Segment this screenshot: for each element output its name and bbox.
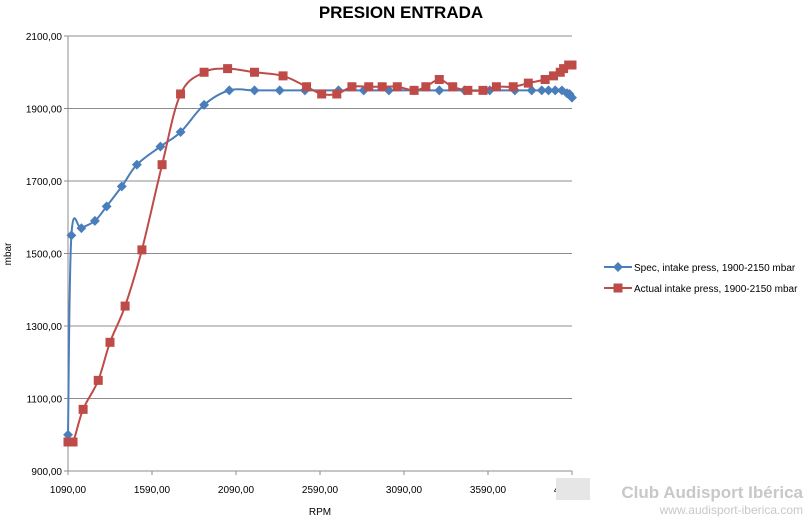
data-point xyxy=(63,429,73,440)
data-point xyxy=(68,437,78,447)
data-point xyxy=(137,245,147,255)
data-point xyxy=(549,71,559,81)
data-point xyxy=(491,82,501,92)
data-point xyxy=(463,85,473,95)
watermark-url: www.audisport-iberica.com xyxy=(659,503,803,517)
data-point xyxy=(540,75,550,84)
data-point xyxy=(63,437,73,447)
legend-entry-spec: Spec, intake press, 1900-2150 mbar xyxy=(604,262,796,274)
gridlines xyxy=(68,35,572,399)
data-point xyxy=(421,82,431,92)
legend-label-spec: Spec, intake press, 1900-2150 mbar xyxy=(634,263,796,274)
data-point xyxy=(116,181,127,192)
data-point xyxy=(199,99,210,110)
y-tick-label: 1300,00 xyxy=(26,322,63,333)
legend: Spec, intake press, 1900-2150 mbar Actua… xyxy=(604,262,798,295)
legend-label-actual: Actual intake press, 1900-2150 mbar xyxy=(634,284,798,295)
series-spec xyxy=(63,85,577,440)
x-axis-label: RPM xyxy=(309,507,331,518)
x-tick-label: 1090,00 xyxy=(50,485,87,496)
x-tick-label: 2090,00 xyxy=(218,485,255,496)
data-point xyxy=(332,89,342,99)
data-point xyxy=(434,85,445,96)
data-point xyxy=(377,82,387,92)
data-point xyxy=(89,215,100,226)
data-point xyxy=(176,89,186,99)
data-point xyxy=(249,67,259,77)
data-point xyxy=(175,127,186,137)
y-tick-label: 1100,00 xyxy=(27,395,63,406)
data-point xyxy=(278,71,288,81)
data-point xyxy=(567,60,577,70)
watermark-brand: Club Audisport Ibérica xyxy=(621,483,803,502)
data-point xyxy=(155,141,166,152)
data-point xyxy=(223,64,233,74)
data-point xyxy=(66,230,77,241)
data-point xyxy=(409,85,419,95)
y-tick-label: 900,00 xyxy=(31,467,62,478)
data-point xyxy=(78,404,88,414)
watermark: Club Audisport Ibérica www.audisport-ibe… xyxy=(556,478,804,517)
legend-marker-spec xyxy=(613,262,623,272)
y-axis-label: mbar xyxy=(3,242,14,265)
x-tick-label: 1590,00 xyxy=(134,485,171,496)
watermark-logo xyxy=(556,478,590,500)
data-point xyxy=(392,82,402,92)
data-point xyxy=(364,82,374,92)
y-tick-label: 1500,00 xyxy=(26,250,63,261)
x-tick-label: 3090,00 xyxy=(386,485,423,496)
series-actual xyxy=(63,60,577,447)
y-tick-label: 2100,00 xyxy=(26,32,63,43)
chart-title: PRESION ENTRADA xyxy=(319,3,483,22)
series-line xyxy=(67,88,573,435)
data-point xyxy=(448,82,458,92)
y-tick-labels: 900,00 1100,00 1300,00 1500,00 1700,00 1900,0… xyxy=(26,32,63,478)
x-tick-label: 2590,00 xyxy=(302,485,339,496)
data-point xyxy=(559,64,569,74)
data-point xyxy=(478,85,488,95)
data-point xyxy=(508,82,518,92)
data-point xyxy=(302,82,312,92)
data-point xyxy=(105,337,115,347)
series-line xyxy=(67,63,573,446)
data-point xyxy=(120,301,130,311)
data-point xyxy=(224,85,235,96)
data-point xyxy=(347,82,357,92)
data-point xyxy=(101,201,112,212)
x-tick-labels: 1090,00 1590,00 2090,00 2590,00 3090,00 3590,… xyxy=(50,485,591,496)
data-point xyxy=(434,75,444,84)
data-point xyxy=(317,89,327,99)
data-point xyxy=(93,375,103,385)
series-group xyxy=(63,60,577,447)
data-point xyxy=(76,223,87,234)
data-point xyxy=(199,67,209,77)
legend-entry-actual: Actual intake press, 1900-2150 mbar xyxy=(604,283,798,295)
data-point xyxy=(157,160,167,170)
data-point xyxy=(249,85,260,96)
y-tick-label: 1700,00 xyxy=(26,177,63,188)
legend-marker-actual xyxy=(613,283,623,293)
data-point xyxy=(274,85,285,96)
x-tick-label: 3590,00 xyxy=(470,485,507,496)
data-point xyxy=(523,78,533,88)
y-tick-label: 1900,00 xyxy=(26,105,63,116)
